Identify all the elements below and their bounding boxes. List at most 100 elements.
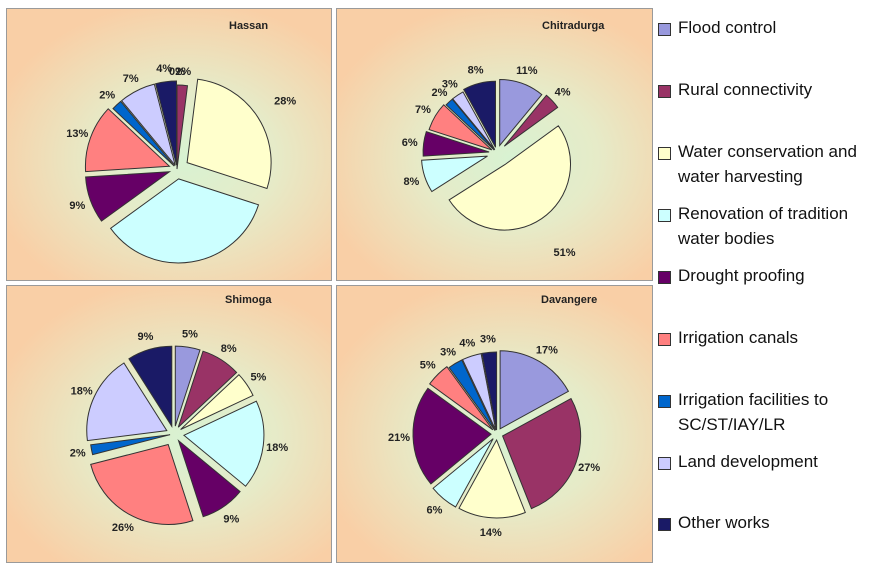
pie-data-label: 17% (536, 345, 558, 357)
legend-swatch (658, 457, 671, 470)
pie-data-label: 2% (432, 87, 448, 99)
pie-slice (499, 350, 570, 430)
pie-slice (109, 178, 260, 264)
pie-slice (501, 397, 582, 510)
legend-label: Land development (678, 452, 818, 471)
legend-swatch (658, 271, 671, 284)
pie-slice (186, 78, 272, 190)
pie-slice (448, 359, 496, 431)
pie-slice (481, 351, 498, 431)
pie-data-label: 9% (69, 200, 85, 212)
pie-slice (120, 83, 176, 166)
pie-data-label: 6% (402, 137, 418, 149)
legend-label: Water conservation and water harvesting (678, 142, 857, 186)
pie-slice (458, 438, 526, 519)
pie-data-label: 18% (71, 386, 93, 398)
pie-slice (112, 100, 175, 167)
pie-data-label: 9% (138, 331, 154, 343)
pie-slice (154, 80, 177, 166)
pie-data-label: 13% (66, 128, 88, 140)
pie-chart-davangere: 17%27%14%6%21%5%3%4% 3% (388, 333, 600, 539)
pie-slice (180, 373, 254, 430)
pie-slice (85, 171, 172, 222)
pie-data-label: 5% (420, 360, 436, 372)
pie-slice (182, 400, 265, 487)
pie-slice (412, 387, 492, 485)
pie-data-label: 0% (169, 66, 185, 78)
legend-swatch (658, 209, 671, 222)
legend-swatch (658, 333, 671, 346)
pie-chart-hassan: 0%2%28%35%9%13%2%7%4% (66, 63, 296, 264)
pie-data-label: 14% (480, 527, 502, 539)
legend-label: Renovation of tradition water bodies (678, 204, 849, 248)
pie-data-label: 2% (70, 447, 86, 459)
legend-label: Flood control (678, 18, 777, 37)
pie-data-label: 28% (274, 95, 296, 107)
pie-data-label: 6% (427, 505, 443, 517)
pie-slice (503, 94, 559, 147)
pie-data-label: 8% (403, 176, 419, 188)
pie-slice (90, 443, 194, 525)
pie-data-label: 21% (388, 432, 410, 444)
pie-slice (177, 350, 238, 428)
pie-slice (428, 104, 493, 151)
pie-data-label: 26% (112, 522, 134, 534)
chart-legend: Flood control Rural connectivity Water c… (658, 0, 882, 561)
pie-data-label: 5% (250, 372, 266, 384)
legend-swatch (658, 147, 671, 160)
legend-label: Irrigation facilities to SC/ST/IAY/LR (678, 390, 829, 434)
pie-slice (128, 345, 173, 429)
pie-slice (499, 78, 543, 147)
pie-panel-chitradurga: Chitradurga 11% 4% 51% 8% 6% 7% 2% 3% 8% (336, 8, 653, 281)
pie-data-label: 8% (221, 343, 237, 355)
pie-panel-davangere: Davangere 17% 27% 14% 6% 21% 5% 3% 4% 3% (336, 285, 653, 563)
pie-data-label: 4% (555, 86, 571, 98)
legend-swatch (658, 518, 671, 531)
pie-slice (448, 125, 572, 231)
pie-data-label: 3% (480, 333, 496, 345)
pie-data-label: 2% (175, 66, 191, 78)
pie-slice (421, 155, 488, 193)
pie-slice (432, 438, 494, 508)
pie-title: Chitradurga (542, 20, 605, 32)
pie-slice (84, 108, 171, 173)
pie-data-label: 9% (223, 513, 239, 525)
pie-data-label: 7% (415, 104, 431, 116)
pie-slice (86, 362, 168, 442)
pie-slice (429, 366, 494, 431)
pie-data-label: 18% (266, 442, 288, 454)
pie-chart-shimoga: 5% 8% 5% 18% 9% 26% 2% 18% 9% (70, 328, 289, 534)
pie-slice (445, 98, 495, 151)
pie-data-label: 7% (123, 73, 139, 85)
legend-swatch (658, 395, 671, 408)
legend-label: Irrigation canals (678, 328, 799, 347)
pie-chart-chitradurga: 11% 4% 51% 8% 6% 7%2%3% 8% (402, 65, 576, 260)
pie-data-label: 51% (553, 247, 575, 259)
pie-slice (90, 434, 171, 456)
pie-slice (176, 84, 189, 170)
pie-slice (451, 91, 496, 151)
pie-data-label: 2% (99, 90, 115, 102)
pie-panel-shimoga: Shimoga 5% 8% 5% 18% 9% 26% 2% 18% 9% (6, 285, 332, 563)
pie-data-label: 5% (182, 328, 198, 340)
legend-swatch (658, 85, 671, 98)
pie-slice (174, 345, 201, 427)
legend-label: Drought proofing (678, 266, 805, 285)
pie-slice (177, 439, 241, 518)
legend-swatch (658, 23, 671, 36)
pie-data-label: 3% (442, 79, 458, 91)
pie-slice (463, 80, 496, 148)
pie-title: Davangere (541, 294, 598, 306)
pie-data-label: 11% (516, 65, 538, 77)
pie-slice (461, 353, 497, 431)
pie-title: Shimoga (225, 294, 272, 306)
pie-panel-hassan: Hassan 0%2%28%35%9%13%2%7%4% (6, 8, 332, 281)
pie-data-label: 4% (459, 338, 475, 350)
pie-slice (422, 130, 490, 157)
pie-data-label: 8% (468, 65, 484, 77)
pie-data-label: 3% (440, 346, 456, 358)
pie-data-label: 27% (578, 462, 600, 474)
legend-label: Rural connectivity (678, 80, 813, 99)
pie-title: Hassan (229, 20, 269, 32)
pie-data-label: 4% (156, 63, 172, 75)
